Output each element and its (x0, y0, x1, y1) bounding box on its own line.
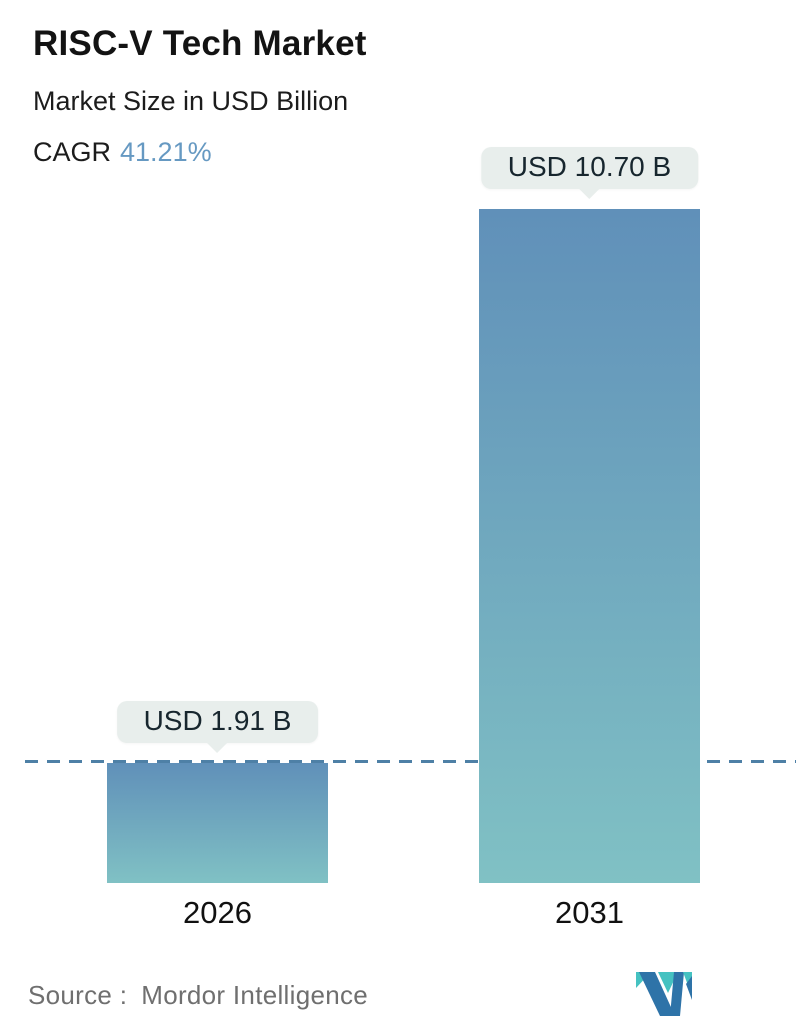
pill-pointer (578, 188, 601, 199)
axis-label-2031: 2031 (555, 895, 624, 930)
source-value: Mordor Intelligence (141, 980, 369, 1010)
source-line: Source : Mordor Intelligence (28, 980, 368, 1011)
bar-2026 (107, 763, 328, 883)
value-label-2026: USD 1.91 B (116, 701, 319, 753)
baseline-dashed-line (25, 760, 796, 763)
chart-title: RISC-V Tech Market (33, 24, 367, 63)
bar-2031 (479, 209, 700, 883)
value-label-2031: USD 10.70 B (480, 147, 699, 199)
cagr-label: CAGR (33, 137, 112, 167)
chart-subtitle: Market Size in USD Billion (33, 86, 349, 116)
axis-label-2026: 2026 (183, 895, 252, 930)
cagr-line: CAGR 41.21% (33, 137, 212, 168)
pill-pointer (206, 742, 229, 753)
mordor-intelligence-logo (636, 972, 692, 1016)
source-label: Source : (28, 980, 128, 1010)
cagr-value: 41.21% (120, 137, 212, 167)
